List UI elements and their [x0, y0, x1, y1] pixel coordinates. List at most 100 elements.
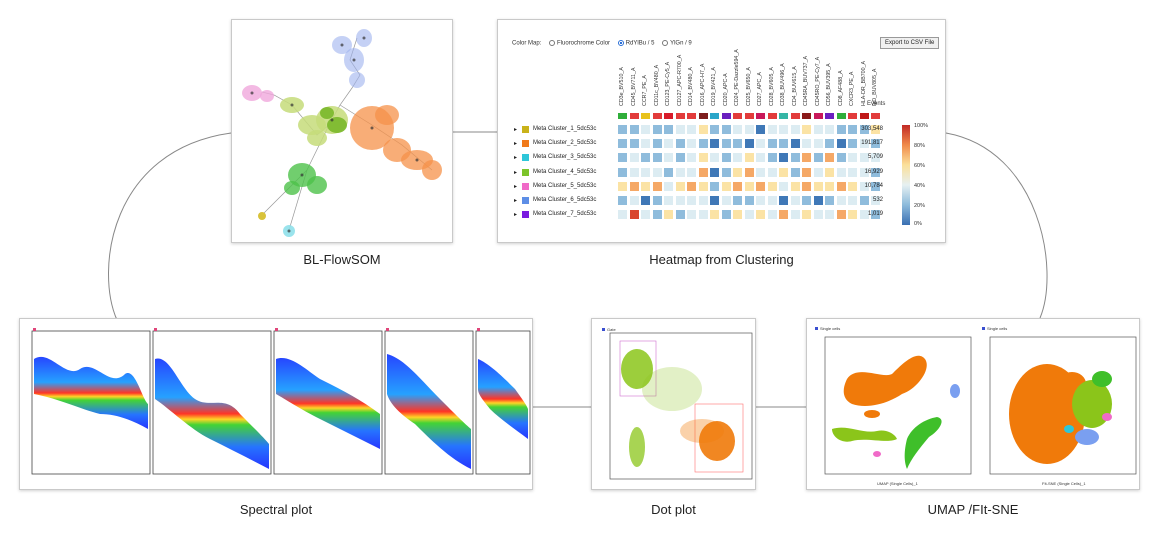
cluster-events: 303,548 — [861, 126, 883, 132]
heatmap-cell — [710, 167, 719, 177]
heatmap-cell — [629, 167, 639, 177]
heatmap-cell — [641, 153, 650, 163]
flowsom-panel — [231, 19, 453, 243]
heatmap-cell — [790, 153, 800, 163]
heatmap-cell — [618, 167, 627, 177]
cluster-pink — [242, 85, 274, 102]
heatmap-cell — [641, 181, 650, 191]
column-color-swatch — [687, 113, 696, 119]
export-csv-button[interactable]: Export to CSV File — [880, 37, 940, 49]
heatmap-cell — [629, 196, 639, 205]
heatmap-cell — [790, 125, 800, 134]
heatmap-cell — [733, 139, 742, 149]
cluster-row-label[interactable]: Meta Cluster_4_5dc53c — [533, 168, 597, 175]
heatmap-cell — [756, 125, 765, 134]
heatmap-cell — [641, 167, 650, 177]
heatmap-cell — [710, 210, 719, 220]
cluster-row-label[interactable]: Meta Cluster_3_5dc53c — [533, 154, 597, 161]
cluster-events: 5,709 — [867, 154, 883, 161]
column-color-swatch — [756, 113, 765, 119]
cluster-row-label[interactable]: Meta Cluster_5_5dc53c — [533, 182, 597, 189]
expand-arrow-icon[interactable]: ▸ — [514, 212, 518, 219]
heatmap-cell — [618, 139, 627, 149]
heatmap-cell — [641, 139, 650, 149]
heatmap-cell — [836, 196, 846, 205]
cluster-row-label[interactable]: Meta Cluster_7_5dc53c — [533, 211, 597, 218]
connector-left-arc — [108, 132, 232, 321]
radio-rdylbu[interactable] — [617, 40, 624, 46]
heatmap-cell — [687, 167, 696, 177]
expand-arrow-icon[interactable]: ▸ — [514, 169, 518, 176]
heatmap-cell — [710, 153, 719, 163]
cluster-row-label[interactable]: Meta Cluster_2_5dc53c — [533, 140, 597, 147]
expand-arrow-icon[interactable]: ▸ — [514, 141, 518, 148]
heatmap-cell — [859, 153, 869, 163]
heatmap-cell — [652, 196, 662, 205]
cluster-row-label[interactable]: Meta Cluster_6_5dc53c — [533, 197, 597, 203]
heatmap-cell — [618, 125, 627, 134]
cluster-color-swatch — [522, 197, 529, 204]
heatmap-cell — [652, 139, 662, 149]
heatmap-cell — [756, 196, 765, 205]
column-header: CD3e_BV510_A — [619, 67, 625, 106]
heatmap-cell — [859, 139, 869, 149]
heatmap-cell — [848, 196, 857, 205]
fitsne-right-clusters — [1009, 364, 1112, 464]
column-header: HLA-DR_BB700_A — [860, 60, 867, 106]
heatmap-cell — [767, 181, 777, 191]
heatmap-cell — [710, 181, 719, 191]
heatmap-cell — [664, 181, 673, 191]
heatmap-cell — [710, 196, 719, 205]
expand-arrow-icon[interactable]: ▸ — [514, 127, 518, 133]
cluster-blue — [332, 29, 372, 88]
column-color-swatch — [836, 113, 846, 119]
heatmap-cell — [698, 167, 708, 177]
scale-label-80: 80% — [914, 143, 926, 149]
heatmap-cell — [779, 181, 788, 191]
radio-fluorochrome[interactable] — [549, 40, 556, 46]
caption-dot: Dot plot — [651, 502, 696, 517]
column-color-swatch — [629, 113, 639, 119]
heatmap-cell — [710, 125, 719, 134]
column-header: CXCR3_PE_A — [849, 71, 855, 106]
heatmap-cell — [859, 196, 869, 205]
radio-ylgn[interactable] — [662, 40, 669, 46]
heatmap-cell — [802, 153, 811, 163]
heatmap-cell — [779, 153, 788, 163]
cluster-color-swatch — [522, 211, 529, 219]
heatmap-cell — [790, 167, 800, 177]
umap-right-xlabel: FIt-SNE (Single Cells)_1 — [1042, 481, 1086, 486]
expand-arrow-icon[interactable]: ▸ — [514, 155, 518, 162]
heatmap-cell — [733, 153, 742, 163]
heatmap-cell — [848, 210, 857, 220]
heatmap-cell — [836, 167, 846, 177]
dot-plot: Gate — [602, 327, 753, 480]
heatmap-cell — [675, 210, 685, 220]
heatmap-cell — [779, 139, 788, 149]
expand-arrow-icon[interactable]: ▸ — [514, 183, 518, 190]
dot-panel: Gate — [591, 318, 756, 490]
expand-arrow-icon[interactable]: ▸ — [514, 198, 518, 204]
cluster-events: 10,784 — [864, 182, 883, 189]
option-fluorochrome: Fluorochrome Color — [557, 40, 611, 47]
cluster-color-swatch — [522, 182, 529, 190]
heatmap-cell — [721, 196, 731, 205]
heatmap-cell — [871, 153, 880, 163]
column-color-swatch — [790, 113, 800, 119]
heatmap-cell — [813, 139, 823, 149]
heatmap-cell — [825, 196, 834, 205]
heatmap-cell — [652, 181, 662, 191]
cluster-row-label[interactable]: Meta Cluster_1_5dc53c — [533, 126, 597, 132]
heatmap-cell — [859, 181, 869, 191]
heatmap-cell — [733, 210, 742, 220]
heatmap-cell — [756, 210, 765, 220]
heatmap-cell — [675, 181, 685, 191]
column-color-swatch — [744, 113, 754, 119]
heatmap-cell — [848, 153, 857, 163]
gate-upper — [619, 340, 657, 397]
spectral-panel — [19, 318, 533, 490]
heatmap-cell — [825, 125, 834, 134]
heatmap-cell — [652, 210, 662, 220]
heatmap-cell — [733, 181, 742, 191]
heatmap-cell — [687, 153, 696, 163]
